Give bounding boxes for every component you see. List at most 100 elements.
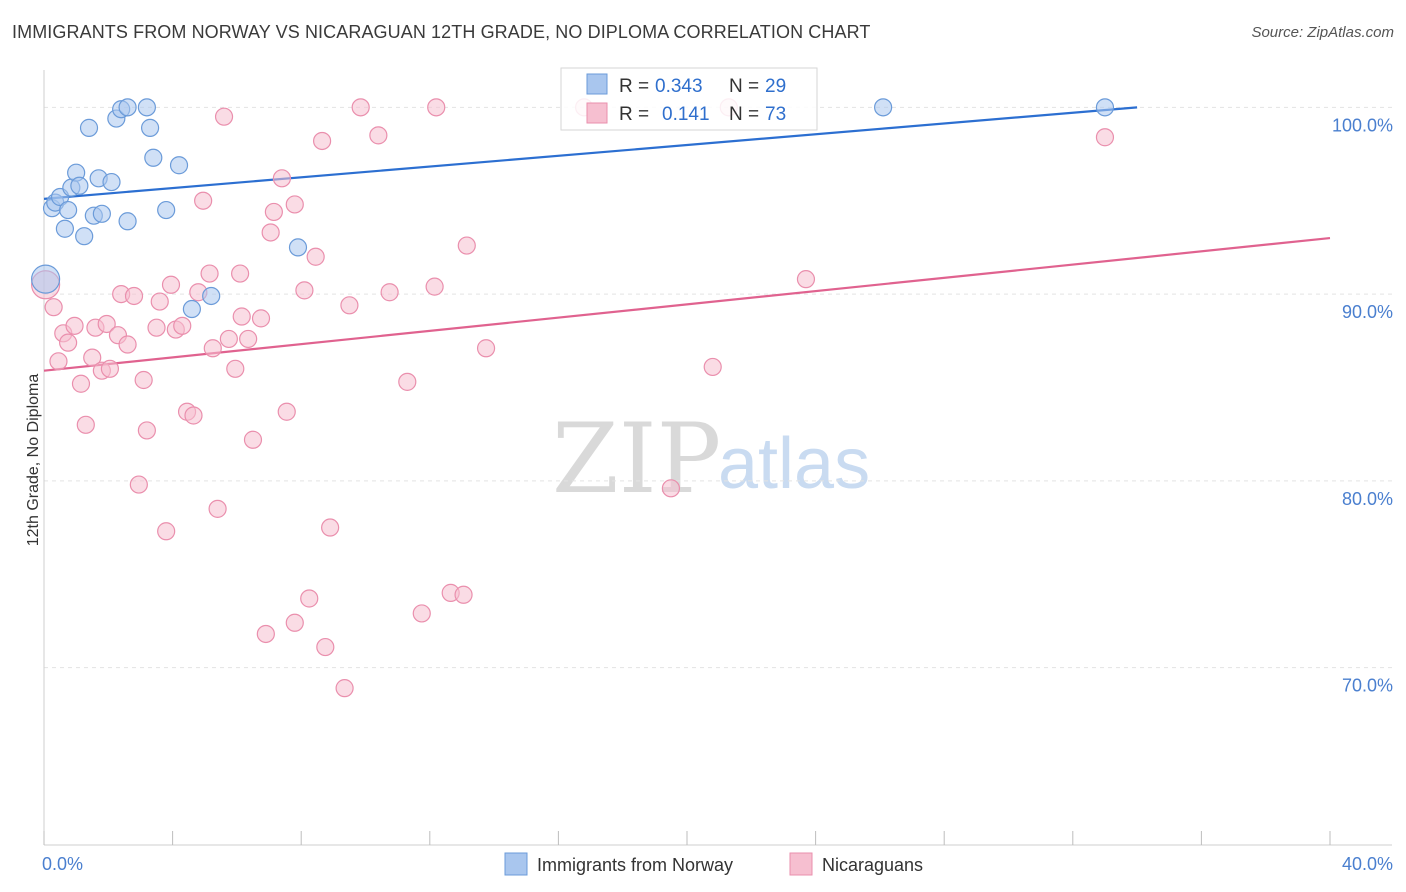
data-point <box>316 637 335 657</box>
stats-box: R = 0.343 N = 29 R = 0.141 N = 73 <box>560 67 818 131</box>
y-tick-label: 70.0% <box>1342 676 1393 696</box>
data-point <box>351 98 370 117</box>
data-point <box>1095 98 1115 117</box>
data-point <box>102 172 121 192</box>
series-immigrants-from-norway <box>31 98 1115 319</box>
data-point <box>476 339 496 358</box>
stats-n-value-pink: 73 <box>765 104 786 125</box>
data-point <box>118 212 137 231</box>
stats-n-value-blue: 29 <box>765 76 786 97</box>
data-point <box>285 195 304 214</box>
data-point <box>232 307 251 326</box>
stats-r-label-blue: R = <box>619 76 649 97</box>
data-point <box>147 318 166 337</box>
data-point <box>243 430 263 449</box>
data-point <box>321 518 340 537</box>
data-point <box>76 415 95 434</box>
data-point <box>340 296 359 315</box>
stats-r-label-pink: R = <box>619 104 649 125</box>
data-point <box>31 264 61 294</box>
data-point <box>203 339 222 358</box>
data-point <box>157 200 176 220</box>
legend-swatch-norway <box>504 852 528 876</box>
data-point <box>71 374 91 393</box>
data-point <box>256 624 275 644</box>
legend: Immigrants from Norway Nicaraguans <box>504 852 923 876</box>
y-tick-label: 90.0% <box>1342 302 1393 322</box>
data-point <box>214 107 234 126</box>
data-point <box>661 479 681 498</box>
stats-n-label-blue: N = <box>729 76 759 97</box>
stats-r-value-pink: 0.141 <box>662 104 710 125</box>
series-nicaraguans <box>31 98 1115 698</box>
data-point <box>703 357 722 377</box>
y-tick-label: 80.0% <box>1342 489 1393 509</box>
data-point <box>59 333 78 352</box>
y-axis-label: 12th Grade, No Diploma <box>25 374 42 547</box>
source-credit: Source: ZipAtlas.com <box>1251 24 1394 41</box>
data-point <box>306 247 325 266</box>
data-point <box>208 499 227 518</box>
y-tick-label: 100.0% <box>1332 115 1393 135</box>
watermark-atlas: atlas <box>718 424 870 504</box>
data-point <box>129 475 148 494</box>
data-point <box>118 98 137 117</box>
data-point <box>412 604 431 623</box>
data-point <box>277 402 296 421</box>
data-point <box>144 148 163 167</box>
data-point <box>874 98 893 117</box>
x-axis-ticks: 0.0% 40.0% <box>42 831 1393 874</box>
data-point <box>150 292 169 311</box>
stats-r-value-blue: 0.343 <box>655 76 703 97</box>
data-point <box>137 98 156 117</box>
data-point <box>65 316 84 335</box>
data-point <box>300 589 319 608</box>
legend-swatch-nicaraguans <box>789 852 813 876</box>
data-point <box>272 169 292 188</box>
watermark-zip: ZIP <box>552 403 721 515</box>
data-point <box>59 200 78 220</box>
data-point <box>1095 128 1115 147</box>
data-point <box>118 335 137 354</box>
data-point <box>369 126 388 145</box>
y-axis-tick-labels: 70.0% 80.0% 90.0% 100.0% <box>1332 115 1393 695</box>
data-point <box>219 329 238 349</box>
data-point <box>100 359 120 378</box>
data-point <box>264 202 283 222</box>
data-point <box>239 329 258 349</box>
data-point <box>49 352 68 371</box>
data-point <box>83 348 102 367</box>
data-point <box>79 118 99 137</box>
data-point <box>75 227 94 246</box>
data-point <box>454 585 473 604</box>
x-tick-label: 0.0% <box>42 854 83 874</box>
data-point <box>425 277 444 296</box>
gridlines <box>44 106 1392 669</box>
data-point <box>261 223 280 242</box>
stats-swatch-pink <box>586 102 608 124</box>
chart-title: IMMIGRANTS FROM NORWAY VS NICARAGUAN 12T… <box>12 22 871 42</box>
data-point <box>140 118 160 137</box>
data-point <box>288 238 308 257</box>
data-point <box>97 314 116 334</box>
data-point <box>70 176 89 195</box>
data-point <box>398 372 417 391</box>
data-point <box>312 131 332 151</box>
data-point <box>251 309 271 328</box>
trend-lines <box>43 106 1331 372</box>
data-point <box>380 283 399 302</box>
data-point <box>169 156 189 175</box>
axes <box>43 70 1392 846</box>
data-point <box>202 286 221 306</box>
data-point <box>796 270 816 289</box>
data-point <box>335 679 354 698</box>
data-point <box>184 406 203 425</box>
data-point <box>226 359 245 378</box>
data-point <box>457 236 476 255</box>
data-point <box>182 299 201 319</box>
legend-label-nicaraguans: Nicaraguans <box>822 855 923 875</box>
data-point <box>134 370 153 390</box>
data-point <box>231 264 250 283</box>
data-point <box>200 264 219 283</box>
